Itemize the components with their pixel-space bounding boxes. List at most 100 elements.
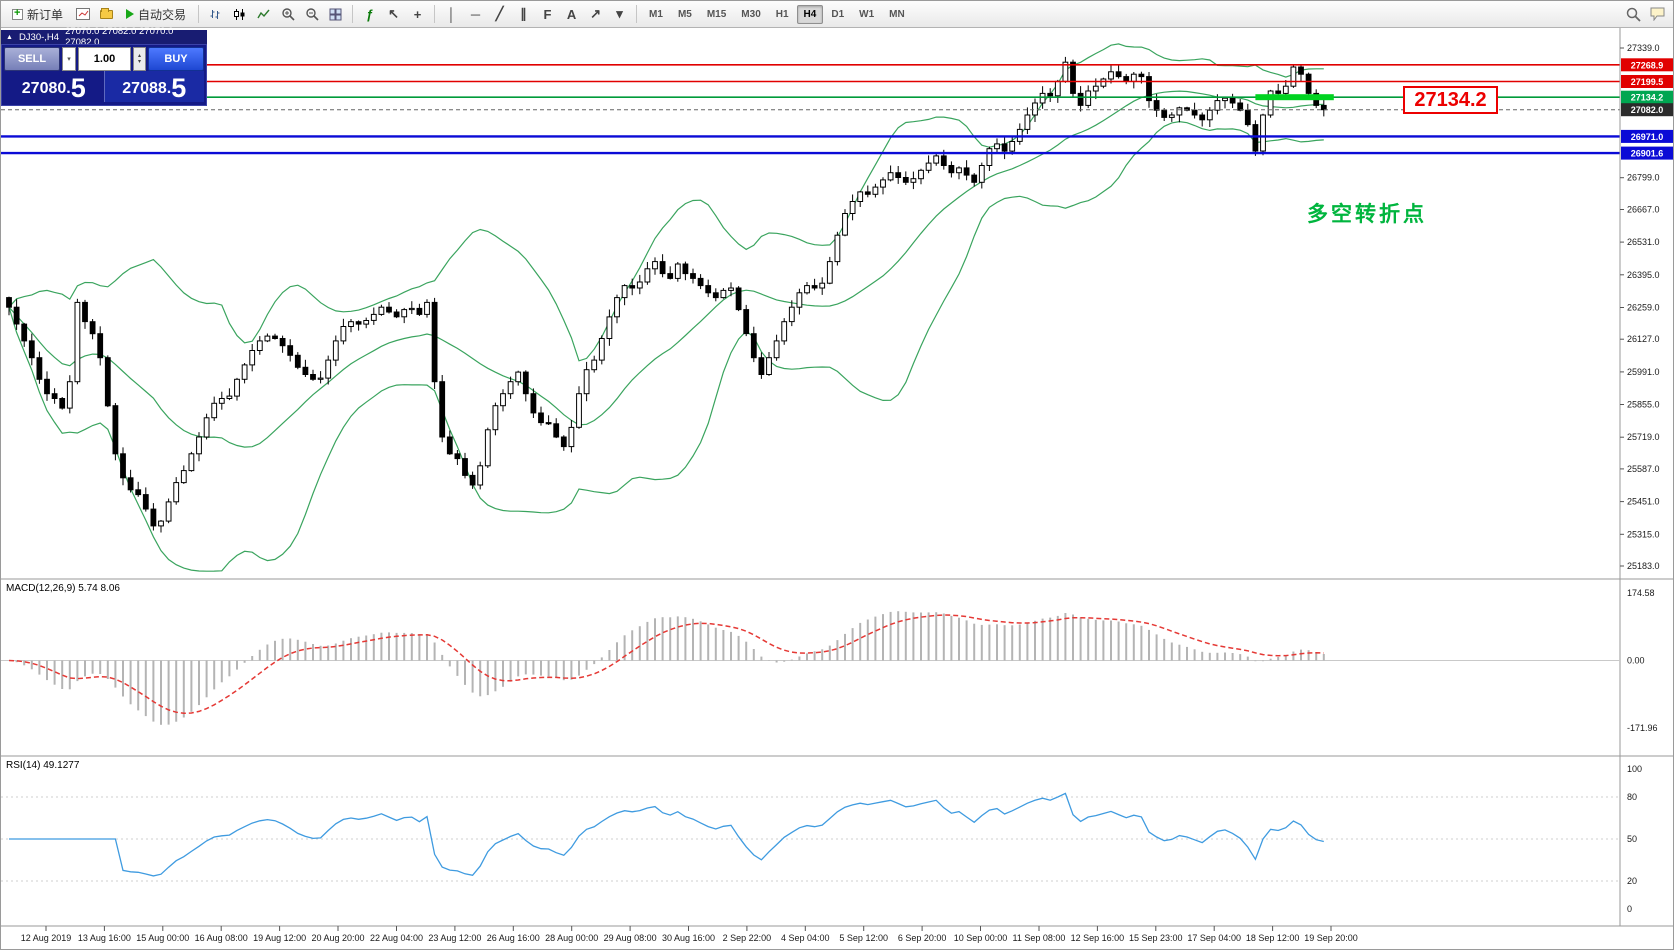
- svg-text:27134.2: 27134.2: [1631, 93, 1664, 103]
- chart-canvas[interactable]: 27339.0 26799.0 26667.0 26531.0 26395.0 26259…: [1, 28, 1674, 950]
- vertical-line-tool-icon[interactable]: │: [447, 6, 456, 22]
- rsi-label: RSI(14) 49.1277: [6, 760, 80, 771]
- svg-text:12 Sep 16:00: 12 Sep 16:00: [1071, 933, 1125, 943]
- svg-text:20 Aug 20:00: 20 Aug 20:00: [311, 933, 364, 943]
- svg-text:26127.0: 26127.0: [1627, 334, 1660, 344]
- timeframe-m5[interactable]: M5: [671, 5, 699, 24]
- line-chart-type-icon[interactable]: [252, 3, 275, 25]
- buy-button[interactable]: BUY: [148, 47, 204, 71]
- volume-input[interactable]: [78, 47, 131, 71]
- svg-text:25451.0: 25451.0: [1627, 497, 1660, 507]
- svg-text:27339.0: 27339.0: [1627, 43, 1660, 53]
- collapse-triangle-icon[interactable]: ▲: [6, 33, 13, 41]
- svg-text:10 Sep 00:00: 10 Sep 00:00: [954, 933, 1008, 943]
- channel-tool-icon[interactable]: ∥: [520, 6, 527, 21]
- sell-price-main: 27080.: [21, 80, 71, 97]
- svg-text:26 Aug 16:00: 26 Aug 16:00: [487, 933, 540, 943]
- svg-text:5 Sep 12:00: 5 Sep 12:00: [839, 933, 888, 943]
- svg-text:23 Aug 12:00: 23 Aug 12:00: [428, 933, 481, 943]
- svg-text:27082.0: 27082.0: [1631, 105, 1664, 115]
- svg-text:25719.0: 25719.0: [1627, 432, 1660, 442]
- bar-chart-type-icon[interactable]: [204, 3, 227, 25]
- svg-text:16 Aug 08:00: 16 Aug 08:00: [195, 933, 248, 943]
- auto-trading-label: 自动交易: [138, 7, 187, 22]
- svg-text:19 Sep 20:00: 19 Sep 20:00: [1304, 933, 1358, 943]
- chat-icon[interactable]: [1646, 3, 1669, 25]
- spinner-down-icon[interactable]: ▾: [137, 59, 141, 65]
- toolbar-separator: [352, 5, 354, 23]
- timeframe-h4[interactable]: H4: [796, 4, 824, 24]
- svg-text:100: 100: [1627, 764, 1642, 774]
- timeframe-m30[interactable]: M30: [734, 5, 767, 24]
- rsi-pane[interactable]: [1, 792, 1620, 882]
- tile-windows-icon[interactable]: [324, 3, 347, 25]
- cursor-icon[interactable]: ↖: [388, 6, 399, 21]
- ohlc-values: 27070.0 27082.0 27070.0 27082.0: [65, 26, 174, 48]
- timeframe-m1[interactable]: M1: [642, 5, 670, 24]
- svg-text:28 Aug 00:00: 28 Aug 00:00: [545, 933, 598, 943]
- timeframe-m15[interactable]: M15: [700, 5, 733, 24]
- toolbar-separator: [434, 5, 436, 23]
- text-tool-icon[interactable]: A: [566, 6, 577, 22]
- zoom-in-icon[interactable]: [276, 3, 299, 25]
- svg-text:18 Sep 12:00: 18 Sep 12:00: [1246, 933, 1300, 943]
- svg-text:15 Sep 23:00: 15 Sep 23:00: [1129, 933, 1183, 943]
- horizontal-line-tool-icon[interactable]: ─: [470, 6, 481, 22]
- turning-point-annotation: 多空转折点: [1307, 203, 1427, 226]
- svg-text:11 Sep 08:00: 11 Sep 08:00: [1013, 933, 1066, 943]
- svg-text:25587.0: 25587.0: [1627, 464, 1660, 474]
- new-order-button[interactable]: 新订单: [5, 3, 70, 25]
- charts-icon[interactable]: [71, 3, 94, 25]
- sell-button[interactable]: SELL: [4, 47, 60, 71]
- arrows-tool-icon[interactable]: ↗: [590, 6, 601, 21]
- svg-text:19 Aug 12:00: 19 Aug 12:00: [253, 933, 306, 943]
- timeframe-h1[interactable]: H1: [769, 5, 796, 24]
- svg-text:80: 80: [1627, 792, 1637, 802]
- svg-text:25855.0: 25855.0: [1627, 400, 1660, 410]
- timeframe-w1[interactable]: W1: [852, 5, 881, 24]
- volume-preset-dropdown[interactable]: ▾: [62, 47, 76, 71]
- svg-text:29 Aug 08:00: 29 Aug 08:00: [604, 933, 657, 943]
- symbol-label: DJ30-,H4: [18, 31, 60, 43]
- svg-text:12 Aug 2019: 12 Aug 2019: [21, 933, 72, 943]
- trendline-tool-icon[interactable]: ╱: [495, 6, 504, 21]
- tools-dropdown-icon[interactable]: ▾: [616, 6, 623, 21]
- svg-text:20: 20: [1627, 876, 1637, 886]
- buy-price-main: 27088.: [122, 80, 172, 97]
- price-scale[interactable]: 27339.0 26799.0 26667.0 26531.0 26395.0 26259…: [1620, 43, 1674, 914]
- chart-area[interactable]: 27339.0 26799.0 26667.0 26531.0 26395.0 26259…: [1, 26, 1674, 950]
- toolbar-separator: [198, 5, 200, 23]
- svg-text:26667.0: 26667.0: [1627, 205, 1660, 215]
- candlestick-type-icon[interactable]: [228, 3, 251, 25]
- auto-trading-button[interactable]: 自动交易: [119, 3, 193, 25]
- spinner-up-icon[interactable]: ▴: [137, 53, 141, 59]
- indicators-icon[interactable]: ƒ: [365, 6, 374, 22]
- timeframe-d1[interactable]: D1: [824, 5, 851, 24]
- zoom-out-icon[interactable]: [300, 3, 323, 25]
- play-icon: [126, 9, 135, 19]
- svg-text:50: 50: [1627, 834, 1637, 844]
- time-axis[interactable]: 12 Aug 2019 13 Aug 16:00 15 Aug 00:00 16 Au…: [21, 926, 1358, 943]
- buy-price[interactable]: 27088. 5: [103, 71, 204, 103]
- svg-text:27268.9: 27268.9: [1631, 60, 1664, 70]
- svg-text:27199.5: 27199.5: [1631, 77, 1664, 87]
- price-callout: 27134.2: [1403, 86, 1498, 114]
- fibonacci-tool-icon[interactable]: F: [543, 6, 552, 22]
- sell-price[interactable]: 27080. 5: [4, 71, 104, 102]
- svg-text:174.58: 174.58: [1627, 588, 1655, 598]
- svg-text:26971.0: 26971.0: [1631, 132, 1664, 142]
- svg-text:26901.6: 26901.6: [1631, 149, 1664, 159]
- svg-text:25991.0: 25991.0: [1627, 367, 1660, 377]
- buy-price-big-digit: 5: [171, 73, 187, 103]
- timeframe-mn[interactable]: MN: [882, 5, 912, 24]
- profiles-icon[interactable]: [95, 3, 118, 25]
- search-icon[interactable]: [1622, 3, 1645, 25]
- new-order-label: 新订单: [27, 7, 64, 22]
- macd-pane[interactable]: [1, 611, 1620, 725]
- volume-spinner[interactable]: ▴ ▾: [133, 47, 146, 71]
- crosshair-icon[interactable]: +: [413, 6, 422, 22]
- price-pane[interactable]: [1, 43, 1620, 572]
- svg-text:25183.0: 25183.0: [1627, 561, 1660, 571]
- symbol-info-bar: ▲ DJ30-,H4 27070.0 27082.0 27070.0 27082…: [1, 26, 207, 48]
